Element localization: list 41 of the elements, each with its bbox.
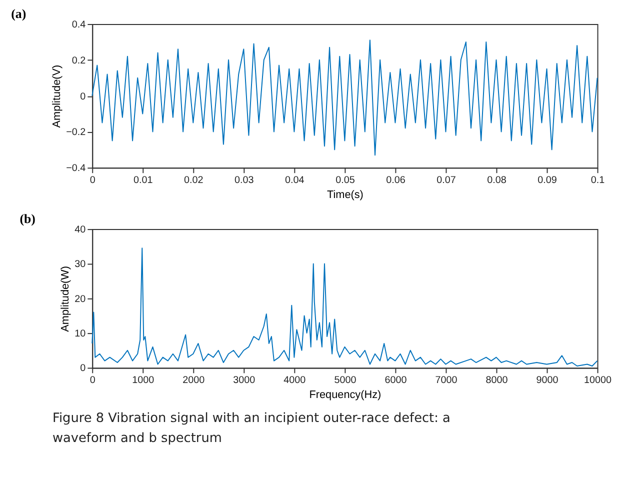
y-tick-label: 0.2 (72, 55, 86, 66)
x-tick-label: 0.08 (487, 174, 507, 186)
x-tick-label: 0.07 (436, 174, 456, 186)
x-tick-label: 10000 (584, 375, 612, 386)
caption: Figure 8 Vibration signal with an incipient outer-race defect: a waveform and b spectrum (52, 411, 450, 446)
x-tick-label: 0.1 (590, 174, 606, 186)
x-tick-label: 0.04 (285, 174, 305, 186)
x-tick-label: 4000 (284, 375, 306, 386)
x-tick-label: 9000 (536, 375, 559, 386)
chart-title: (a) (11, 7, 26, 22)
x-tick-label: 0.06 (386, 174, 406, 186)
y-axis-title: Amplitude(V) (51, 64, 64, 128)
chart-title: (b) (20, 212, 36, 226)
x-axis-title: Frequency(Hz) (309, 388, 382, 401)
y-tick-label: −0.2 (66, 127, 86, 138)
x-tick-label: 0.01 (134, 174, 154, 186)
y-axis-title: Amplitude(W) (60, 266, 72, 332)
x-tick-label: 1000 (132, 375, 155, 386)
x-tick-label: 6000 (384, 375, 408, 386)
y-tick-label: −0.4 (66, 163, 86, 174)
line-series (92, 248, 598, 366)
x-tick-label: 8000 (486, 375, 508, 386)
x-tick-label: 0 (90, 375, 96, 386)
line-series (92, 40, 598, 156)
x-axis-title: Time(s) (326, 188, 364, 201)
y-tick-label: 40 (74, 224, 86, 236)
x-tick-label: 3000 (233, 375, 256, 386)
x-tick-label: 0.05 (336, 174, 356, 186)
y-tick-label: 20 (74, 294, 86, 305)
y-tick-label: 0 (80, 363, 86, 374)
x-tick-label: 0.02 (184, 174, 204, 186)
x-tick-label: 0.09 (538, 174, 558, 186)
y-tick-label: 10 (74, 328, 86, 340)
x-tick-label: 7000 (435, 375, 458, 386)
y-tick-label: 0 (80, 91, 86, 102)
x-tick-label: 2000 (182, 375, 206, 386)
x-tick-label: 0.03 (234, 174, 254, 186)
x-tick-label: 5000 (334, 375, 357, 386)
y-tick-label: 30 (74, 259, 86, 270)
x-tick-label: 0 (90, 174, 96, 186)
y-tick-label: 0.4 (72, 19, 86, 30)
